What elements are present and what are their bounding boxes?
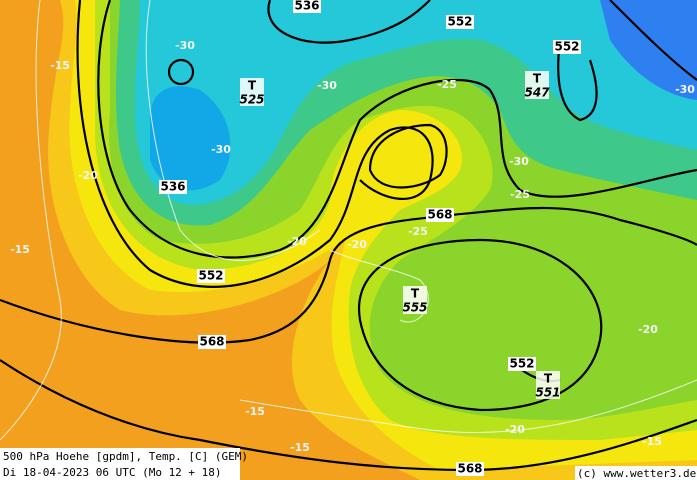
low-symbol: T <box>411 287 420 301</box>
temperature-label: -30 <box>211 143 231 156</box>
temperature-label: -30 <box>175 39 195 52</box>
low-value: 551 <box>535 386 560 400</box>
caption-box <box>0 448 240 480</box>
contour-label: 568 <box>199 335 224 349</box>
temperature-label: -20 <box>505 423 525 436</box>
low-bg <box>240 78 264 106</box>
low-value: 525 <box>239 93 264 107</box>
temperature-label: -25 <box>437 78 457 91</box>
copyright: (c) www.wetter3.de <box>577 467 696 480</box>
low-bg <box>525 71 549 99</box>
contour-label-bg <box>426 208 454 222</box>
temperature-label: -15 <box>290 441 310 454</box>
low-symbol: T <box>544 372 553 386</box>
contour-label: 552 <box>509 357 534 371</box>
low-symbol: T <box>533 72 542 86</box>
temperature-label: -15 <box>642 435 662 448</box>
caption-line: 500 hPa Hoehe [gpdm], Temp. [C] (GEM) <box>3 450 248 463</box>
temperature-label: -20 <box>287 235 307 248</box>
contour-label-bg <box>159 180 187 194</box>
region-blue <box>150 86 231 191</box>
temperature-label: -30 <box>675 83 695 96</box>
low-value: 555 <box>402 301 427 315</box>
temperature-label: -20 <box>347 238 367 251</box>
temperature-label: -30 <box>317 79 337 92</box>
caption-line: Di 18-04-2023 06 UTC (Mo 12 + 18) <box>3 466 222 479</box>
contour-label: 552 <box>447 15 472 29</box>
temperature-label: -30 <box>509 155 529 168</box>
isotherms <box>0 0 697 441</box>
temperature-label: -25 <box>408 225 428 238</box>
contour-label-bg <box>508 357 536 371</box>
contour-label-bg <box>553 40 581 54</box>
low-bg <box>403 286 427 314</box>
low-bg <box>536 371 560 399</box>
contour-label: 568 <box>457 462 482 476</box>
temperature-label: -25 <box>510 188 530 201</box>
contour-label: 536 <box>294 0 319 13</box>
contour-label: 552 <box>198 269 223 283</box>
copyright-box <box>575 466 697 480</box>
contour-label: 536 <box>160 180 185 194</box>
temperature-label: -20 <box>78 169 98 182</box>
contour-label-bg <box>446 15 474 29</box>
temperature-label: -20 <box>638 323 658 336</box>
contour-label-bg <box>197 269 225 283</box>
low-value: 547 <box>524 86 550 100</box>
temperature-label: -15 <box>50 59 70 72</box>
contour-label-bg <box>293 0 321 13</box>
contour-label-bg <box>198 335 226 349</box>
low-symbol: T <box>248 79 257 93</box>
contour-label-bg <box>456 462 484 476</box>
temperature-label: -15 <box>245 405 265 418</box>
contour-label: 568 <box>427 208 452 222</box>
region-dark-blue <box>600 0 697 100</box>
contour-label: 552 <box>554 40 579 54</box>
temperature-label: -15 <box>10 243 30 256</box>
